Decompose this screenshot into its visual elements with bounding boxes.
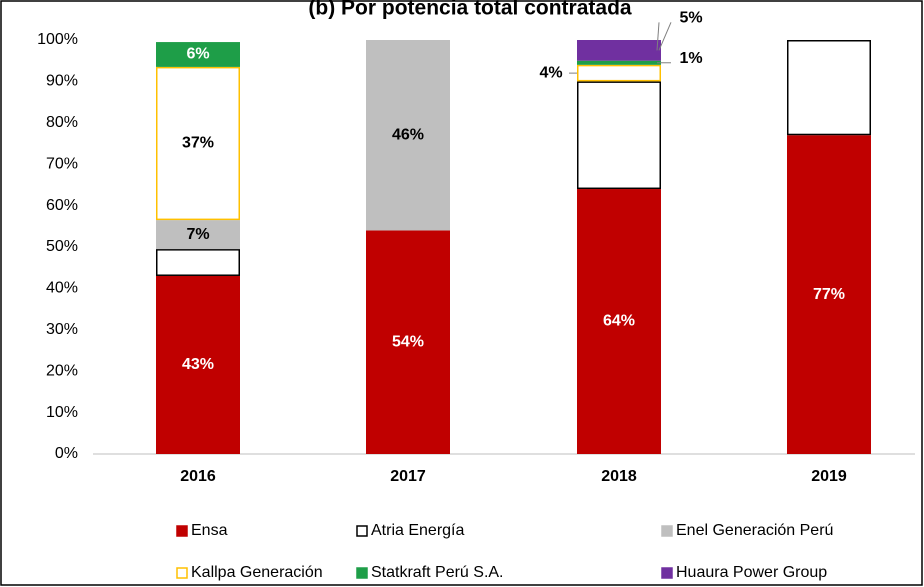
bar-segment <box>577 189 661 454</box>
bar-segment <box>366 230 450 454</box>
legend-swatch <box>176 567 188 579</box>
leader-line <box>656 22 660 51</box>
y-tick-label: 100% <box>37 31 78 48</box>
data-label: 54% <box>392 333 424 350</box>
data-label: 46% <box>392 126 424 143</box>
x-tick-label: 2016 <box>180 468 216 485</box>
data-label: 7% <box>186 226 209 243</box>
legend-label: Atria Energía <box>371 522 464 539</box>
legend-label: Statkraft Perú S.A. <box>371 564 504 581</box>
data-label: 37% <box>182 135 214 152</box>
bar-segment <box>156 66 240 221</box>
legend-label: Huaura Power Group <box>676 564 827 581</box>
bar-segment <box>156 220 240 250</box>
bar-segment <box>577 81 661 190</box>
leader-line <box>658 22 672 51</box>
legend-swatch <box>356 567 368 579</box>
bar-segment <box>577 40 661 61</box>
y-tick-label: 40% <box>46 280 78 297</box>
x-tick-label: 2019 <box>811 468 847 485</box>
y-tick-label: 30% <box>46 321 78 338</box>
legend-label: Kallpa Generación <box>191 564 323 581</box>
legend-swatch <box>661 525 673 537</box>
bar-segment <box>156 275 240 455</box>
y-tick-label: 70% <box>46 155 78 172</box>
data-label: 43% <box>182 356 214 373</box>
y-tick-label: 80% <box>46 114 78 131</box>
legend-swatch <box>356 525 368 537</box>
data-label: 4% <box>539 64 562 81</box>
bar-segment <box>787 135 871 454</box>
bar-segment <box>156 42 240 67</box>
bar-segment <box>156 249 240 276</box>
y-tick-label: 60% <box>46 197 78 214</box>
y-tick-label: 10% <box>46 404 78 421</box>
legend-swatch <box>176 525 188 537</box>
bar-segment <box>366 40 450 231</box>
x-tick-label: 2017 <box>390 468 426 485</box>
x-tick-label: 2018 <box>601 468 637 485</box>
y-tick-label: 0% <box>55 445 78 462</box>
chart-title: (b) Por potencia total contratada <box>308 0 632 20</box>
bar-segment <box>577 64 661 82</box>
data-label: 64% <box>603 313 635 330</box>
y-tick-label: 90% <box>46 73 78 90</box>
y-tick-label: 50% <box>46 238 78 255</box>
data-label: 5% <box>679 10 702 27</box>
legend-swatch <box>661 567 673 579</box>
legend-label: Ensa <box>191 522 228 539</box>
y-tick-label: 20% <box>46 362 78 379</box>
data-label: 77% <box>813 286 845 303</box>
data-label: 1% <box>679 50 702 67</box>
bar-segment <box>787 40 871 136</box>
legend-label: Enel Generación Perú <box>676 522 833 539</box>
data-label: 6% <box>186 46 209 63</box>
bar-segment <box>577 60 661 65</box>
